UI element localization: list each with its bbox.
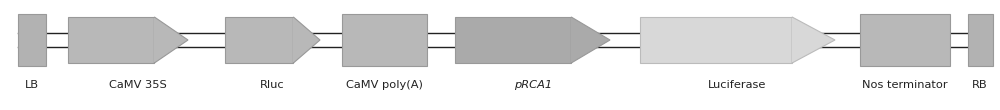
Text: Nos terminator: Nos terminator xyxy=(862,80,948,90)
Bar xyxy=(18,14,46,66)
Polygon shape xyxy=(571,17,610,63)
Bar xyxy=(455,17,571,63)
Bar xyxy=(154,18,155,62)
Text: Rluc: Rluc xyxy=(260,80,284,90)
Bar xyxy=(640,17,792,63)
Bar xyxy=(293,18,294,62)
Text: RB: RB xyxy=(972,80,988,90)
Bar xyxy=(68,17,154,63)
Bar xyxy=(860,14,950,66)
Polygon shape xyxy=(293,17,320,63)
Bar xyxy=(225,17,293,63)
Polygon shape xyxy=(154,17,188,63)
Polygon shape xyxy=(792,17,835,63)
Bar xyxy=(792,18,793,62)
Text: CaMV 35S: CaMV 35S xyxy=(109,80,167,90)
Text: LB: LB xyxy=(25,80,39,90)
Text: CaMV poly(A): CaMV poly(A) xyxy=(346,80,422,90)
Text: pRCA1: pRCA1 xyxy=(514,80,552,90)
Bar xyxy=(342,14,427,66)
Text: Luciferase: Luciferase xyxy=(708,80,766,90)
Bar xyxy=(968,14,993,66)
Bar xyxy=(571,18,572,62)
